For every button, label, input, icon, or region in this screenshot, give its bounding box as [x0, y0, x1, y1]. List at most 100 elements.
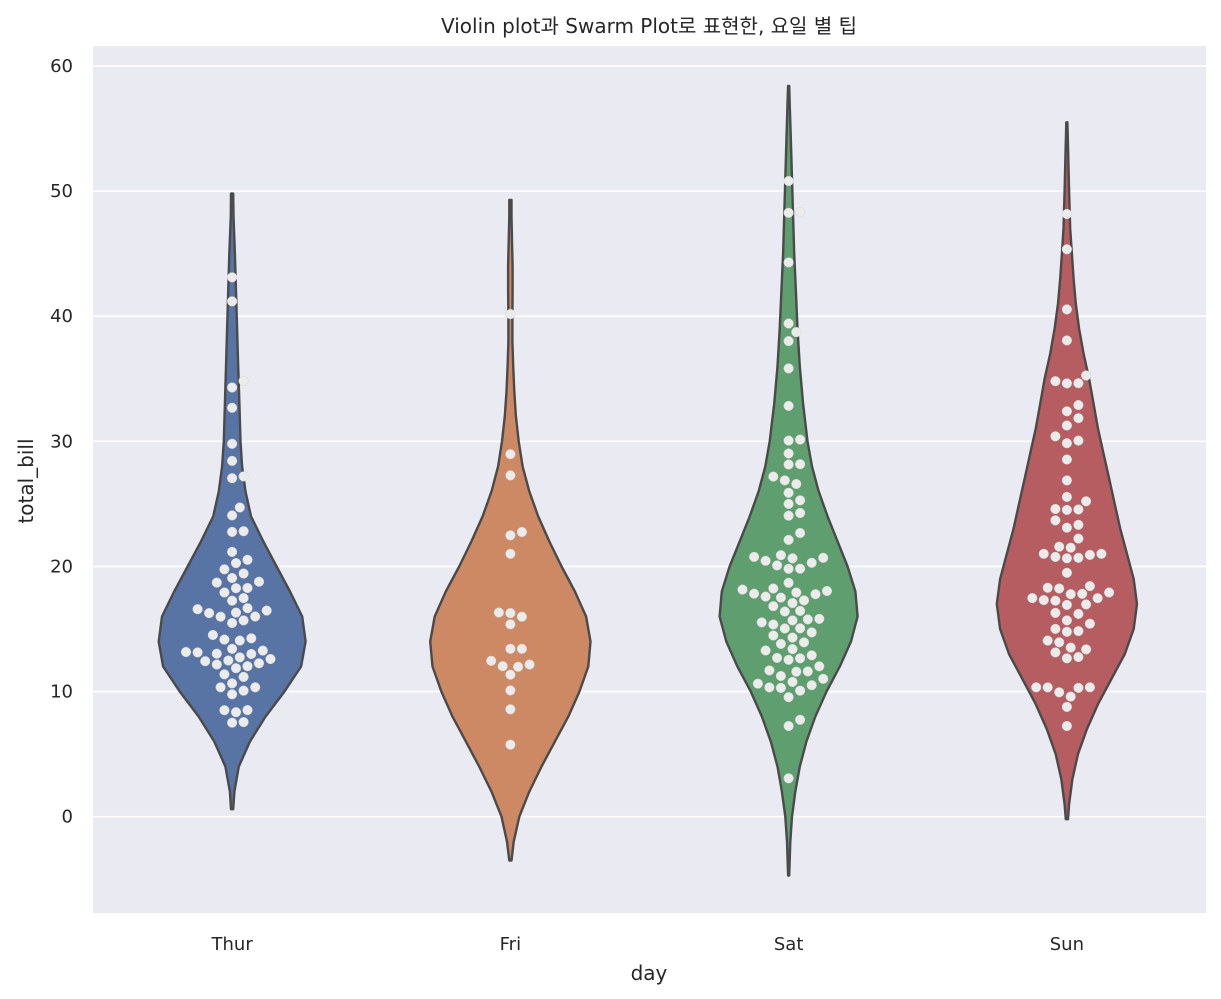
swarm-point-thur — [227, 455, 238, 466]
swarm-point-sun — [1061, 615, 1072, 626]
swarm-point-sat — [760, 591, 771, 602]
swarm-point-sat — [783, 318, 794, 329]
swarm-point-sun — [1061, 208, 1072, 220]
swarm-point-sat — [806, 650, 817, 661]
swarm-point-sun — [1061, 720, 1072, 732]
swarm-point-thur — [230, 607, 242, 618]
swarm-point-sat — [787, 598, 798, 609]
swarm-point-sun — [1061, 378, 1072, 389]
swarm-point-thur — [238, 671, 249, 682]
swarm-point-fri — [505, 309, 516, 320]
swarm-point-sat — [775, 592, 786, 603]
swarm-point-sat — [818, 673, 829, 684]
swarm-point-thur — [242, 661, 253, 672]
swarm-point-thur — [227, 402, 238, 413]
swarm-point-thur — [227, 438, 238, 449]
swarm-point-sat — [783, 207, 794, 218]
swarm-point-sat — [806, 680, 817, 691]
swarm-point-sat — [787, 553, 798, 564]
swarm-point-sun — [1061, 335, 1072, 346]
swarm-point-thur — [227, 546, 238, 557]
swarm-point-sun — [1104, 587, 1115, 598]
swarm-point-thur — [257, 645, 268, 656]
swarm-point-sat — [787, 644, 798, 655]
swarm-point-fri — [516, 526, 527, 538]
swarm-point-thur — [219, 634, 230, 645]
swarm-point-sat — [783, 534, 794, 545]
swarm-point-thur — [227, 643, 238, 654]
swarm-point-fri — [486, 655, 497, 666]
swarm-point-thur — [192, 647, 203, 658]
swarm-point-sat — [795, 605, 806, 616]
swarm-point-thur — [253, 576, 265, 587]
swarm-point-thur — [261, 605, 272, 616]
swarm-point-fri — [493, 607, 504, 618]
swarm-point-thur — [219, 669, 230, 680]
swarm-point-thur — [215, 611, 226, 622]
swarm-point-sun — [1073, 533, 1084, 544]
swarm-point-sun — [1054, 637, 1065, 648]
swarm-point-sun — [1061, 504, 1072, 515]
swarm-point-sat — [783, 435, 794, 446]
swarm-point-thur — [204, 608, 215, 619]
swarm-point-thur — [250, 611, 261, 622]
x-tick-label-thur: Thur — [211, 934, 254, 955]
swarm-point-sun — [1050, 376, 1061, 387]
swarm-point-sun — [1038, 548, 1049, 559]
swarm-point-sat — [783, 400, 794, 411]
swarm-point-sat — [795, 563, 806, 574]
swarm-point-thur — [219, 587, 230, 598]
swarm-point-sun — [1061, 438, 1072, 449]
swarm-point-thur — [227, 572, 238, 584]
x-axis-label: day — [631, 961, 668, 985]
swarm-point-thur — [230, 583, 242, 594]
swarm-point-sat — [798, 637, 810, 648]
swarm-point-thur — [246, 633, 257, 644]
swarm-point-thur — [227, 678, 238, 689]
swarm-point-sun — [1065, 589, 1076, 600]
swarm-point-fri — [505, 470, 516, 481]
swarm-point-thur — [227, 717, 238, 728]
swarm-point-sun — [1084, 581, 1095, 592]
swarm-point-fri — [505, 739, 516, 750]
swarm-point-sat — [764, 682, 775, 693]
swarm-point-sun — [1050, 607, 1061, 618]
swarm-point-sun — [1073, 400, 1084, 411]
swarm-point-fri — [505, 704, 516, 715]
swarm-point-sun — [1061, 244, 1072, 255]
swarm-point-fri — [505, 669, 516, 680]
swarm-point-thur — [219, 564, 230, 575]
swarm-point-sun — [1050, 503, 1061, 515]
swarm-point-sat — [768, 601, 779, 612]
swarm-point-sun — [1050, 431, 1061, 442]
swarm-point-sun — [1038, 595, 1049, 606]
swarm-point-sat — [795, 685, 806, 696]
swarm-point-fri — [505, 548, 516, 559]
swarm-point-sun — [1042, 635, 1053, 646]
swarm-point-thur — [238, 615, 249, 626]
swarm-point-sat — [775, 638, 786, 649]
swarm-point-thur — [211, 648, 222, 659]
swarm-point-sat — [749, 551, 760, 562]
swarm-point-thur — [192, 604, 203, 615]
swarm-point-thur — [265, 653, 276, 665]
swarm-point-sat — [821, 585, 833, 597]
swarm-point-thur — [238, 375, 249, 386]
swarm-point-sat — [791, 587, 802, 598]
swarm-point-sun — [1061, 491, 1072, 502]
swarm-point-thur — [238, 717, 249, 728]
swarm-point-sun — [1050, 595, 1061, 606]
swarm-point-sat — [783, 692, 794, 703]
swarm-point-sun — [1061, 304, 1072, 315]
swarm-point-sat — [795, 714, 806, 725]
x-tick-label-sat: Sat — [774, 934, 804, 955]
swarm-point-sat — [783, 448, 794, 459]
swarm-point-thur — [227, 689, 238, 700]
swarm-point-thur — [215, 682, 226, 693]
swarm-point-thur — [238, 471, 249, 482]
swarm-point-sat — [795, 206, 806, 218]
y-tick-label: 40 — [50, 306, 73, 327]
swarm-point-thur — [200, 656, 211, 667]
swarm-point-sat — [783, 773, 794, 784]
swarm-point-sun — [1073, 552, 1084, 563]
